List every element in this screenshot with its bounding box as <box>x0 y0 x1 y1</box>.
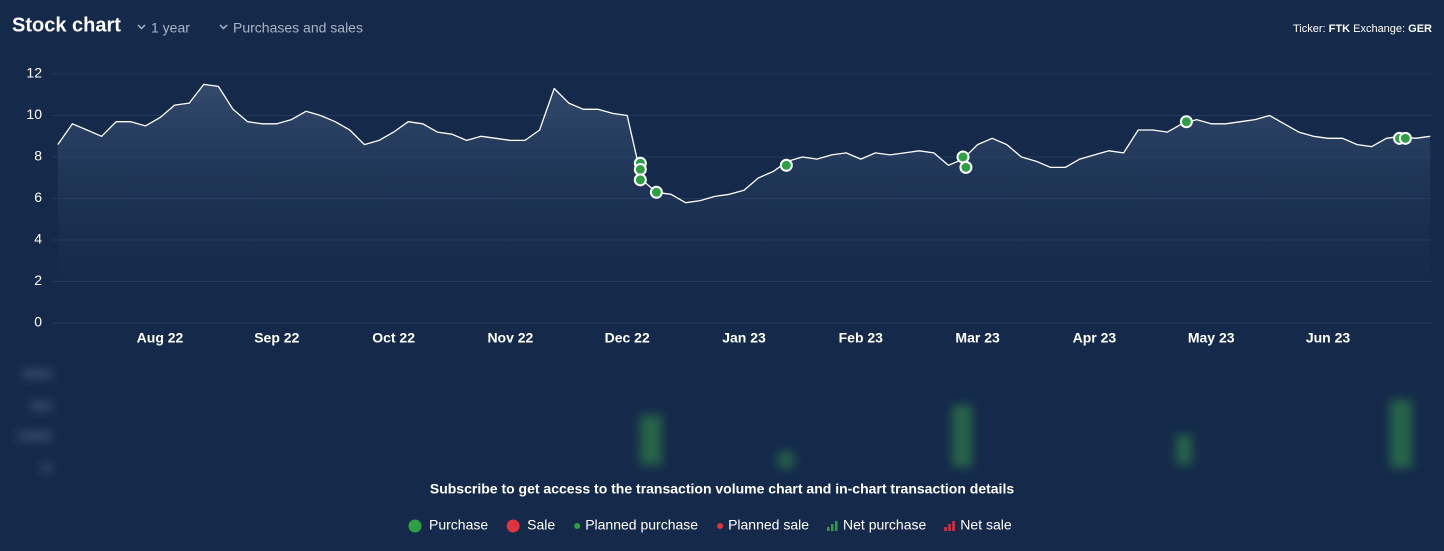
blurred-label <box>22 370 52 378</box>
ticker-label: Ticker: <box>1293 23 1326 35</box>
x-tick-label: May 23 <box>1188 330 1235 346</box>
legend-label: Planned purchase <box>585 517 698 533</box>
purchase-marker <box>649 185 663 199</box>
chevron <box>137 24 146 30</box>
x-tick-label: Feb 23 <box>839 330 884 346</box>
x-tick-label: Oct 22 <box>372 330 415 346</box>
y-tick-label: 12 <box>26 65 42 81</box>
purchase-marker <box>1398 131 1412 145</box>
purchase-marker <box>633 173 647 187</box>
blurred-bar <box>1176 435 1192 465</box>
x-tick-label: Dec 22 <box>605 330 650 346</box>
x-tick-label: Mar 23 <box>955 330 1000 346</box>
exchange: GER <box>1408 23 1432 35</box>
legend-icon <box>944 527 947 531</box>
x-tick-label: Apr 23 <box>1073 330 1117 346</box>
blurred-label <box>18 432 52 440</box>
blurred-bar <box>640 415 662 465</box>
purchase-marker <box>956 150 970 164</box>
blurred-bar <box>778 452 794 468</box>
y-tick-label: 2 <box>34 272 42 288</box>
legend-icon <box>835 521 838 531</box>
filter-select[interactable]: Purchases and sales <box>233 20 363 36</box>
purchase-marker <box>779 158 793 172</box>
y-tick-label: 8 <box>34 148 42 164</box>
x-tick-label: Jun 23 <box>1306 330 1351 346</box>
chart-title: Stock chart <box>12 14 121 36</box>
legend-icon <box>827 527 830 531</box>
legend-icon <box>948 524 951 531</box>
blurred-bar <box>952 405 972 467</box>
legend-label: Purchase <box>429 517 488 533</box>
legend-label: Net purchase <box>843 517 926 533</box>
blurred-volume-chart <box>18 370 1412 472</box>
legend-icon <box>831 524 834 531</box>
purchase-marker <box>959 160 973 174</box>
chevron <box>219 24 228 30</box>
x-tick-label: Aug 22 <box>137 330 184 346</box>
legend-icon <box>952 521 955 531</box>
y-tick-label: 0 <box>34 314 42 330</box>
price-line <box>57 83 1431 204</box>
x-tick-label: Nov 22 <box>487 330 533 346</box>
period-select[interactable]: 1 year <box>151 20 190 36</box>
legend-label: Sale <box>527 517 555 533</box>
legend-icon <box>574 523 581 529</box>
subscribe-notice: Subscribe to get access to the transacti… <box>430 481 1014 497</box>
y-tick-label: 4 <box>34 231 42 247</box>
y-tick-label: 6 <box>34 189 42 205</box>
legend: Purchase Sale Planned purchase Planned sale… <box>408 517 1012 533</box>
ticker-info: Ticker: FTK Exchange: GER <box>1293 23 1432 35</box>
legend-icon <box>408 519 422 533</box>
blurred-label <box>30 402 52 410</box>
purchase-marker <box>633 162 647 176</box>
blurred-bar <box>1390 400 1412 468</box>
y-tick-label: 10 <box>26 106 42 122</box>
legend-label: Net sale <box>960 517 1012 533</box>
blurred-label <box>42 464 52 472</box>
price-area <box>57 84 1431 324</box>
legend-icon <box>506 519 520 533</box>
x-tick-label: Sep 22 <box>254 330 299 346</box>
ticker: FTK <box>1329 23 1350 35</box>
exchange-label: Exchange: <box>1353 23 1405 35</box>
purchase-marker <box>1179 115 1193 129</box>
legend-label: Planned sale <box>728 517 809 533</box>
x-tick-label: Jan 23 <box>722 330 766 346</box>
legend-icon <box>717 523 724 529</box>
